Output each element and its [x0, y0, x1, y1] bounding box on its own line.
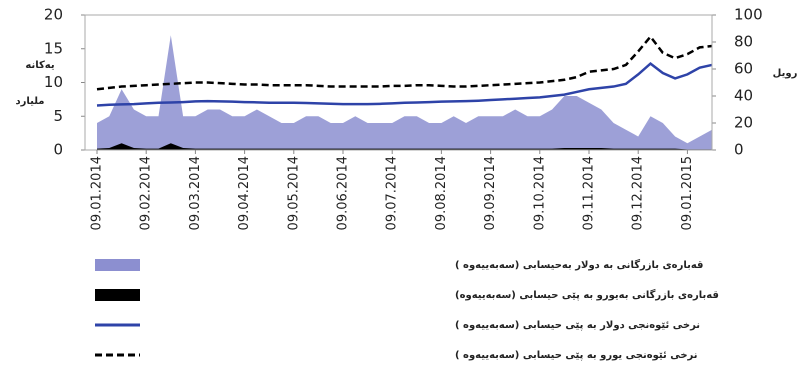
legend-label: نرخی ئێوەنجی یورو بە پێی حیسابی (سەبەییە…	[455, 350, 698, 361]
legend-label: قەبارەی بازرگانی بەیورو بە پێی حیسابی (س…	[455, 288, 719, 301]
legend-swatch	[95, 259, 140, 271]
y2-tick-label: 80	[734, 33, 753, 51]
y-tick-label: 5	[53, 107, 63, 125]
y2-tick-label: 20	[734, 114, 753, 132]
x-tick-label: 09.01.2014	[90, 156, 105, 230]
x-tick-label: 09.07.2014	[385, 156, 400, 230]
y2-tick-label: 0	[734, 141, 744, 159]
y-tick-label: 15	[44, 39, 63, 57]
y-tick-label: 20	[44, 6, 63, 24]
x-tick-label: 09.06.2014	[336, 156, 351, 230]
y2-tick-label: 60	[734, 60, 753, 78]
x-tick-label: 09.10.2014	[532, 156, 547, 230]
x-tick-label: 09.03.2014	[188, 156, 203, 230]
y-label: ملیارد	[16, 96, 45, 107]
x-tick-label: 09.05.2014	[286, 156, 301, 230]
x-tick-label: 09.11.2014	[582, 156, 597, 230]
line	[96, 34, 713, 91]
line	[96, 61, 713, 107]
y-label: یەکانە	[25, 60, 54, 71]
area	[97, 35, 712, 150]
legend-swatch	[95, 289, 140, 301]
x-tick-label: 09.08.2014	[434, 156, 449, 230]
x-tick-label: 09.01.2015	[680, 156, 695, 230]
y2-tick-label: 100	[734, 6, 763, 24]
x-tick-label: 09.02.2014	[139, 156, 154, 230]
y2-label: رویل	[773, 68, 798, 79]
area	[97, 143, 712, 150]
y2-tick-label: 40	[734, 87, 753, 105]
x-tick-label: 09.09.2014	[483, 156, 498, 230]
legend-label: قەبارەی بازرگانی بە دولار بەحیسابی (سەبە…	[455, 258, 703, 271]
x-tick-label: 09.04.2014	[237, 156, 252, 230]
y-tick-label: 0	[53, 141, 63, 159]
y-tick-label: 10	[44, 73, 63, 91]
legend-label: نرخی ئێوەنجی دولار بە پێی حیسابی (سەبەیی…	[455, 320, 700, 331]
x-tick-label: 09.12.2014	[631, 156, 646, 230]
plot-frame	[84, 14, 713, 151]
